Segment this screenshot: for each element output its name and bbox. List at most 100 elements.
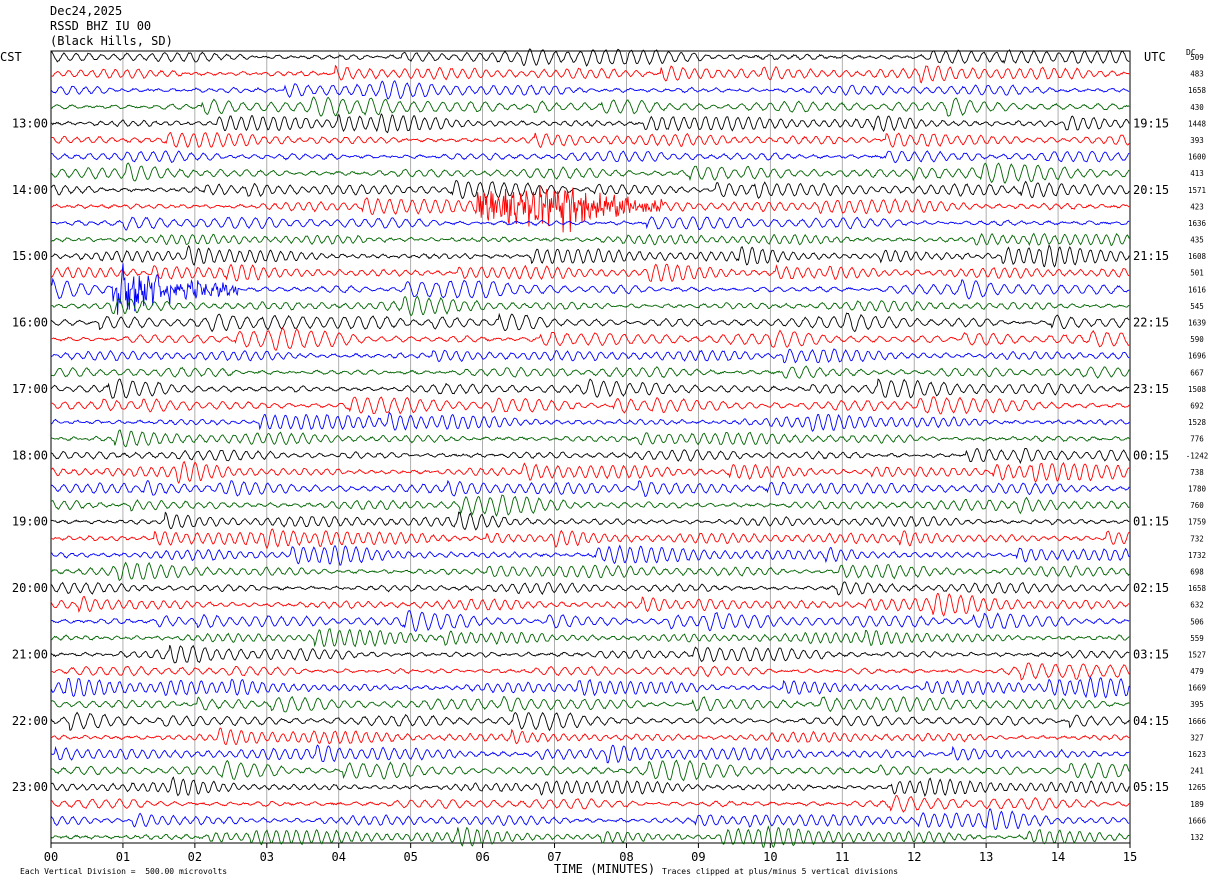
right-hour-label: 20:15 [1133,183,1169,197]
dc-offset-label: 632 [1190,601,1204,610]
trace-32 [50,581,1130,596]
trace-11 [50,232,1130,247]
x-tick-label: 01 [116,850,130,864]
trace-14 [50,263,1130,315]
trace-46 [50,808,1130,830]
dc-offset-label: 667 [1190,368,1204,377]
trace-38 [50,676,1130,699]
trace-44 [50,776,1130,798]
dc-offset-label: -1242 [1186,451,1209,460]
dc-offset-label: 545 [1190,302,1204,311]
dc-offset-label: 1608 [1188,252,1207,261]
right-hour-label: 00:15 [1133,448,1169,462]
trace-10 [50,216,1130,231]
x-tick-label: 08 [619,850,633,864]
trace-18 [50,348,1130,364]
x-tick-label: 02 [188,850,202,864]
dc-offset-label: 1528 [1188,418,1207,427]
trace-43 [50,759,1130,782]
left-hour-label: 18:00 [12,448,48,462]
dc-offset-label: 435 [1190,236,1204,245]
left-hour-label: 19:00 [12,515,48,529]
clip-note: Traces clipped at plus/minus 5 vertical … [662,867,899,876]
dc-offset-label: 509 [1190,53,1204,62]
dc-offset-label: 506 [1190,617,1204,626]
trace-37 [50,662,1130,681]
dc-offset-label: 1759 [1188,518,1206,527]
trace-30 [50,544,1130,566]
trace-20 [50,378,1130,399]
trace-31 [50,561,1130,582]
dc-offset-label: 1448 [1188,119,1207,128]
x-tick-label: 09 [691,850,705,864]
trace-5 [50,131,1130,149]
dc-header: DC [1186,48,1196,57]
trace-28 [50,511,1130,531]
dc-offset-label: 1666 [1188,816,1207,825]
left-hour-label: 21:00 [12,647,48,661]
left-hour-label: 15:00 [12,249,48,263]
dc-offset-label: 698 [1190,567,1204,576]
header-date: Dec24,2025 [50,4,123,18]
x-axis-label: TIME (MINUTES) [554,862,656,876]
dc-offset-label: 1658 [1188,584,1207,593]
dc-offset-label: 1732 [1188,551,1206,560]
dc-offset-label: 1265 [1188,783,1206,792]
right-hour-label: 21:15 [1133,249,1169,263]
trace-27 [50,494,1130,517]
trace-25 [50,460,1130,484]
right-hour-label: 19:15 [1133,116,1169,130]
trace-29 [50,528,1130,550]
right-hour-label: 02:15 [1133,581,1169,595]
left-hour-label: 17:00 [12,382,48,396]
trace-47 [50,825,1130,848]
trace-6 [50,150,1130,164]
trace-21 [50,396,1130,415]
left-hour-label: 22:00 [12,714,48,728]
trace-16 [50,312,1130,333]
trace-15 [50,295,1130,317]
trace-12 [51,243,1130,268]
dc-offset-label: 1616 [1188,285,1207,294]
right-hour-label: 01:15 [1133,515,1169,529]
dc-offset-label: 423 [1190,202,1204,211]
left-hour-label: 16:00 [12,316,48,330]
left-hour-label: 13:00 [12,116,48,130]
dc-offset-label: 1600 [1188,153,1207,162]
x-tick-label: 05 [403,850,417,864]
plot-frame [50,50,1131,844]
left-hour-label: 14:00 [12,183,48,197]
dc-offset-label: 1639 [1188,319,1206,328]
x-tick-label: 13 [979,850,993,864]
left-hour-label: 20:00 [12,581,48,595]
x-tick-label: 11 [835,850,849,864]
trace-36 [50,644,1130,664]
x-tick-label: 12 [907,850,921,864]
trace-24 [50,447,1130,465]
dc-offset-label: 738 [1190,468,1204,477]
left-timezone-label: CST [0,50,22,64]
header-location: (Black Hills, SD) [50,34,173,48]
x-tick-label: 15 [1123,850,1137,864]
dc-offset-label: 393 [1190,136,1204,145]
trace-1 [50,64,1130,84]
trace-35 [50,628,1130,648]
trace-40 [50,711,1130,732]
header-station: RSSD BHZ IU 00 [50,19,152,33]
trace-23 [50,429,1130,448]
trace-19 [50,365,1130,379]
dc-offset-label: 590 [1190,335,1204,344]
trace-3 [50,96,1130,117]
x-tick-label: 03 [260,850,274,864]
dc-offset-label: 1669 [1188,684,1206,693]
dc-offset-label: 1571 [1188,186,1206,195]
trace-7 [50,162,1130,184]
trace-0 [50,48,1130,67]
dc-offset-label: 760 [1190,501,1204,510]
trace-41 [50,727,1130,746]
dc-offset-label: 189 [1190,800,1204,809]
right-hour-label: 04:15 [1133,714,1169,728]
trace-26 [50,479,1130,497]
dc-offset-label: 327 [1190,733,1204,742]
trace-4 [50,113,1130,134]
